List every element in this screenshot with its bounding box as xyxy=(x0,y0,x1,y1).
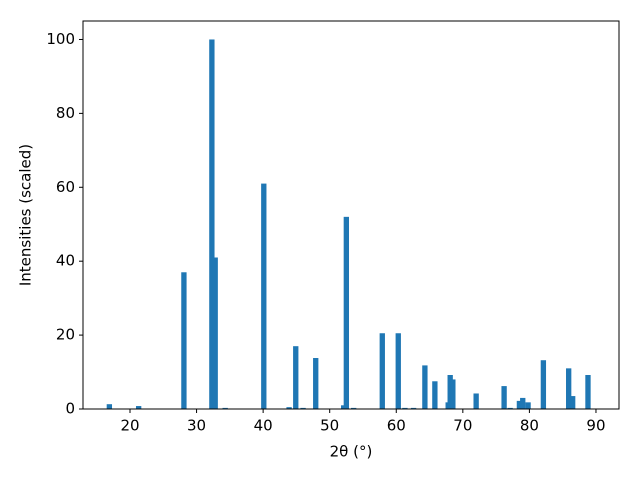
x-tick-label: 80 xyxy=(520,417,539,435)
bar xyxy=(343,216,350,409)
bar xyxy=(402,407,408,409)
bar xyxy=(261,183,267,409)
x-tick-label: 70 xyxy=(453,417,472,435)
bar xyxy=(516,400,523,409)
bar xyxy=(525,402,531,409)
bar xyxy=(300,407,306,409)
x-tick-label: 90 xyxy=(586,417,605,435)
bar xyxy=(351,407,357,409)
y-tick-label: 0 xyxy=(65,400,75,418)
y-tick-label: 20 xyxy=(56,326,75,344)
bar xyxy=(212,257,218,409)
bar xyxy=(570,396,576,409)
bar xyxy=(379,333,385,409)
bar xyxy=(501,386,507,409)
x-tick-label: 50 xyxy=(320,417,339,435)
bar xyxy=(395,333,401,409)
bar xyxy=(222,407,228,409)
y-tick-label: 40 xyxy=(56,252,75,270)
bar xyxy=(313,358,319,409)
bar xyxy=(293,346,299,409)
bar xyxy=(181,272,187,409)
x-tick-label: 40 xyxy=(254,417,273,435)
y-tick-label: 80 xyxy=(56,104,75,122)
bar xyxy=(450,379,456,409)
y-tick-label: 60 xyxy=(56,178,75,196)
bar xyxy=(209,39,215,409)
bar xyxy=(566,368,572,409)
bar xyxy=(520,397,526,409)
bar xyxy=(410,407,417,409)
bar xyxy=(422,365,428,409)
bar xyxy=(540,360,547,409)
x-tick-label: 20 xyxy=(120,417,139,435)
y-axis-label: Intensities (scaled) xyxy=(17,144,35,286)
bar xyxy=(135,406,142,409)
bar xyxy=(432,381,438,409)
x-tick-label: 60 xyxy=(387,417,406,435)
y-tick-label: 100 xyxy=(46,30,75,48)
bar xyxy=(106,404,113,409)
bar xyxy=(473,393,479,409)
bar xyxy=(507,407,513,409)
x-axis-label: 2θ (°) xyxy=(330,443,373,461)
x-tick-label: 30 xyxy=(187,417,206,435)
bar xyxy=(286,407,292,409)
bar xyxy=(585,375,591,409)
plot-frame xyxy=(82,20,620,410)
